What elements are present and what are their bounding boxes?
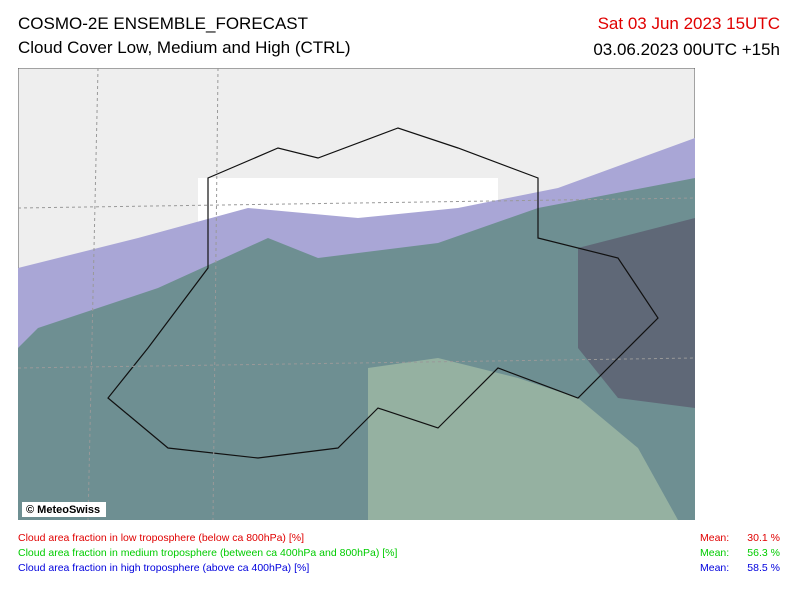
mean-value: 56.3 % <box>747 547 780 559</box>
mean-value: 58.5 % <box>747 562 780 574</box>
legend-label: Cloud area fraction in high troposphere … <box>18 562 310 574</box>
legend-label: Cloud area fraction in low troposphere (… <box>18 532 304 544</box>
credit: © MeteoSwiss <box>26 504 100 516</box>
mean-label: Mean: <box>700 562 730 574</box>
thick-cloud <box>578 218 695 408</box>
grid-lines <box>18 68 695 520</box>
border <box>107 127 659 459</box>
subtitle: Cloud Cover Low, Medium and High (CTRL) <box>18 38 351 57</box>
title: COSMO-2E ENSEMBLE_FORECAST <box>18 14 309 33</box>
credit-bg <box>22 502 106 517</box>
mean-label: Mean: <box>700 532 730 544</box>
mean-label: Mean: <box>700 547 730 559</box>
valid-time: Sat 03 Jun 2023 15UTC <box>597 14 780 33</box>
map: © MeteoSwiss <box>18 68 695 520</box>
mean-value: 30.1 % <box>747 532 780 544</box>
mixed-cloud <box>368 358 678 520</box>
legend-label: Cloud area fraction in medium tropospher… <box>18 547 398 559</box>
run-time: 03.06.2023 00UTC +15h <box>593 40 780 59</box>
